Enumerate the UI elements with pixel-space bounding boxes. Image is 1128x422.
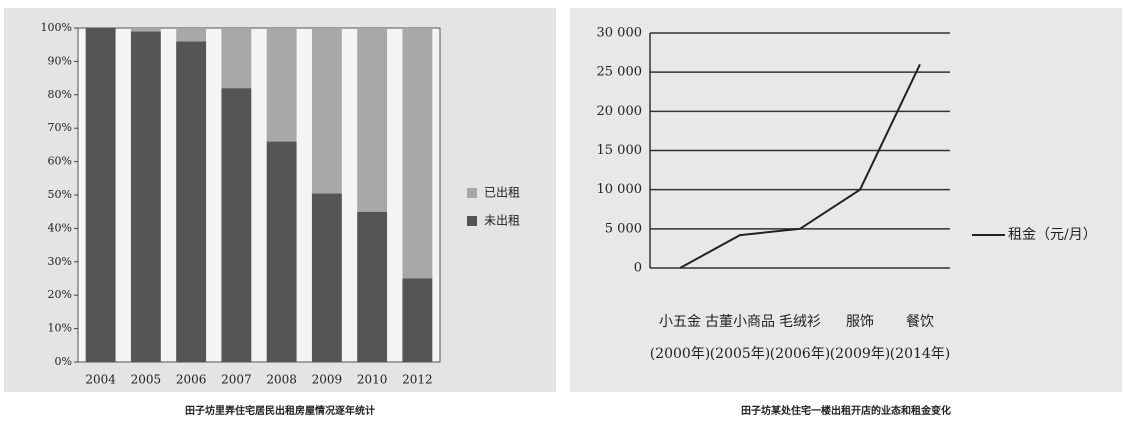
- x-tick-label: 2006: [176, 373, 207, 387]
- y-tick-label: 10 000: [597, 182, 643, 197]
- x-tick-label: 古董小商品: [705, 314, 775, 330]
- y-tick-label: 0%: [55, 355, 72, 368]
- x-tick-label: 2005: [131, 373, 162, 387]
- line-series: [679, 63, 921, 269]
- y-tick-label: 70%: [48, 121, 72, 134]
- chart-title: 田子坊某处住宅一楼出租开店的业态和租金变化: [741, 404, 951, 417]
- chart-title: 田子坊里弄住宅居民出租房屋情况逐年统计: [185, 404, 375, 417]
- x-tick-sublabel: (2000年): [650, 346, 711, 362]
- y-tick-label: 30 000: [597, 26, 643, 41]
- x-tick-label: 2009: [312, 373, 343, 387]
- y-tick-label: 15 000: [597, 143, 643, 158]
- y-tick-label: 0: [634, 261, 642, 276]
- x-tick-label: 2007: [221, 373, 252, 387]
- right-panel: [570, 8, 1122, 392]
- y-tick-label: 25 000: [597, 65, 643, 80]
- y-tick-label: 80%: [48, 88, 72, 101]
- y-tick-label: 10%: [48, 322, 72, 335]
- bar-segment: [176, 28, 207, 42]
- bar-segment: [130, 31, 161, 363]
- legend-label: 租金（元/月）: [1008, 227, 1097, 243]
- bar-segment: [311, 28, 342, 194]
- legend-swatch: [467, 188, 477, 198]
- x-tick-label: 2012: [402, 373, 433, 387]
- x-tick-label: 2008: [266, 373, 297, 387]
- y-tick-label: 20%: [48, 288, 72, 301]
- y-tick-label: 30%: [48, 255, 72, 268]
- bar-segment: [266, 141, 297, 362]
- y-tick-label: 20 000: [597, 104, 643, 119]
- y-tick-label: 5 000: [605, 221, 642, 236]
- y-tick-label: 100%: [41, 21, 72, 34]
- bar-segment: [221, 88, 252, 363]
- x-tick-label: 2010: [357, 373, 388, 387]
- legend-swatch: [467, 216, 477, 226]
- bar-segment: [402, 278, 433, 362]
- bar-segment: [357, 28, 388, 212]
- bar-segment: [311, 193, 342, 362]
- x-tick-label: 小五金: [659, 314, 701, 330]
- bar-segment: [221, 28, 252, 89]
- bar-segment: [176, 41, 207, 363]
- bar-segment: [85, 28, 116, 362]
- y-tick-label: 40%: [48, 221, 72, 234]
- x-tick-sublabel: (2005年): [710, 346, 771, 362]
- x-tick-label: 服饰: [846, 314, 874, 330]
- legend-label: 已出租: [484, 186, 520, 200]
- x-tick-label: 餐饮: [906, 314, 934, 330]
- x-tick-sublabel: (2006年): [770, 346, 831, 362]
- x-tick-sublabel: (2009年): [830, 346, 891, 362]
- bar-segment: [130, 28, 161, 32]
- x-tick-sublabel: (2014年): [890, 346, 951, 362]
- x-tick-label: 毛绒衫: [779, 314, 821, 330]
- bar-segment: [266, 28, 297, 142]
- y-tick-label: 60%: [48, 155, 72, 168]
- y-tick-label: 50%: [48, 188, 72, 201]
- x-tick-label: 2004: [85, 373, 116, 387]
- bar-segment: [402, 28, 433, 279]
- legend-label: 未出租: [484, 214, 520, 228]
- y-tick-label: 90%: [48, 54, 72, 67]
- bar-segment: [357, 211, 388, 362]
